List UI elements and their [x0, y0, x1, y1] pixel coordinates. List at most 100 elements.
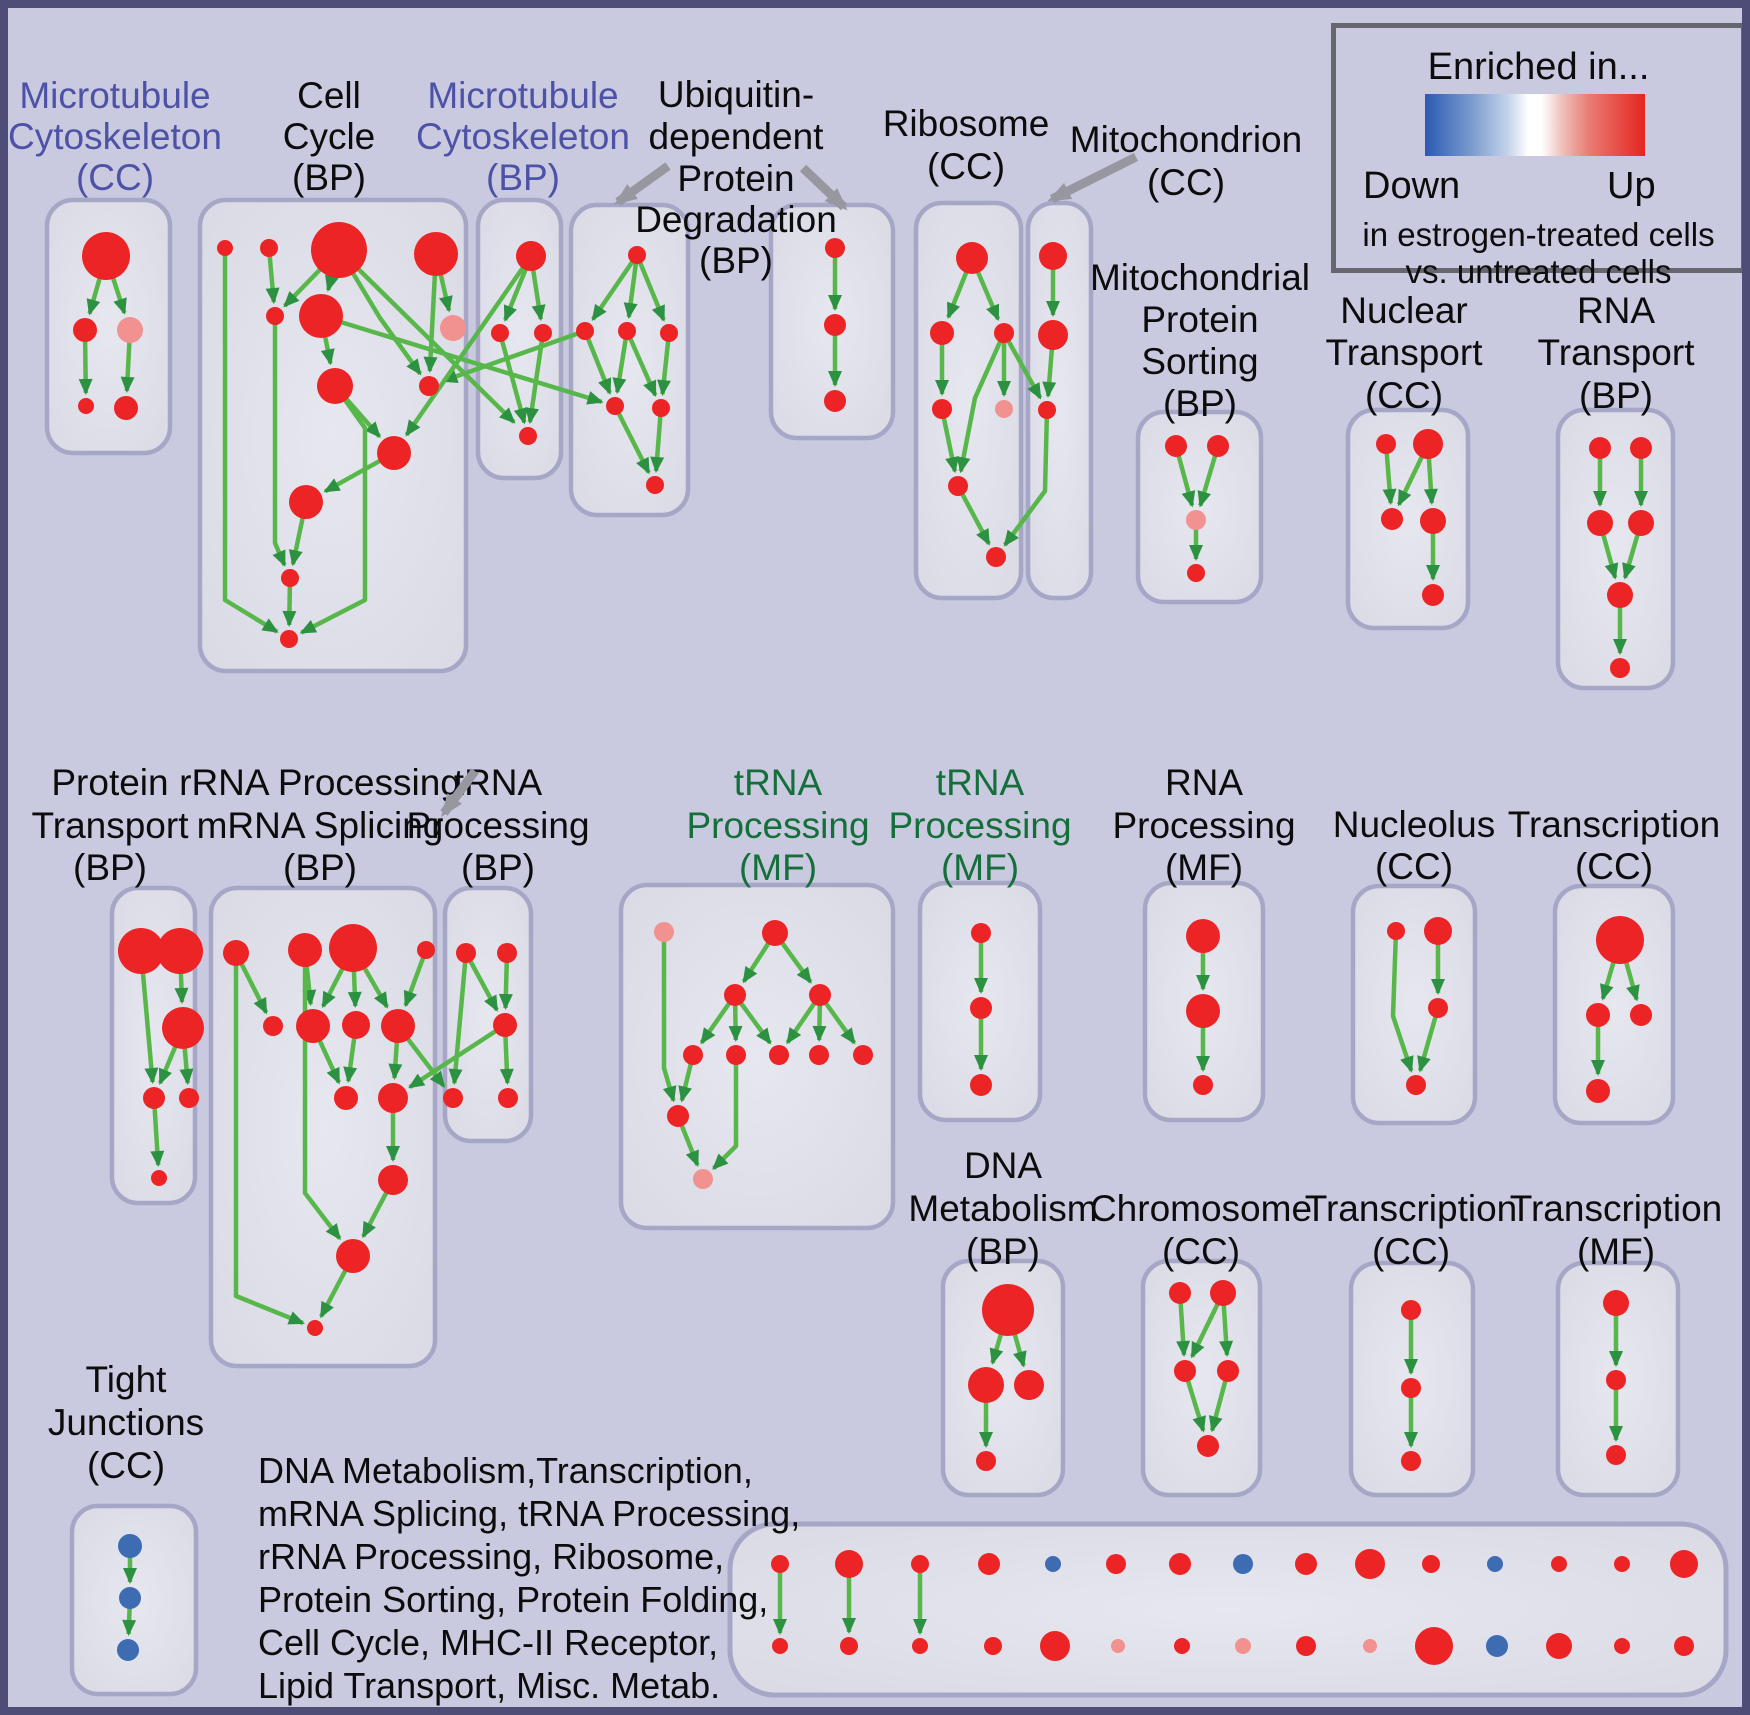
node-red — [932, 399, 952, 419]
node-red — [1424, 917, 1452, 945]
group-nodes-rna-transport-bp — [1587, 437, 1654, 678]
node-red — [1197, 1435, 1219, 1457]
group-nodes-mitochondrial-protein-sorting-bp — [1165, 435, 1229, 582]
node-red — [443, 1088, 463, 1108]
group-label-microtubule-cytoskeleton-bp: Microtubule Cytoskeleton (BP) — [416, 75, 630, 198]
misc-node-top-red — [1106, 1554, 1126, 1574]
misc-node-top-red — [911, 1555, 929, 1573]
node-red — [1186, 919, 1220, 953]
node-red — [1413, 429, 1443, 459]
group-nodes-dna-metabolism-bp — [968, 1284, 1044, 1471]
node-red — [683, 1045, 703, 1065]
node-red — [78, 398, 94, 414]
node-red — [263, 1016, 283, 1036]
node-red — [157, 928, 203, 974]
misc-node-top-red — [1670, 1550, 1698, 1578]
misc-node-top-blue — [1233, 1554, 1253, 1574]
group-nodes-trna-processing-mf-1 — [654, 920, 873, 1189]
node-red — [628, 246, 646, 264]
group-nodes-nucleolus-cc — [1387, 917, 1452, 1095]
node-red — [930, 321, 954, 345]
node-red — [491, 324, 509, 342]
node-red — [646, 476, 664, 494]
group-label-protein-transport-bp: Protein Transport (BP) — [32, 762, 190, 888]
group-label-transcription-mf: Transcription (MF) — [1510, 1188, 1722, 1272]
misc-node-top-red — [1551, 1556, 1567, 1572]
edge-arrow — [150, 1097, 165, 1167]
misc-node-top-red — [1614, 1556, 1630, 1572]
legend: Enriched in... Down Up in estrogen-treat… — [1331, 23, 1742, 290]
node-red — [288, 933, 322, 967]
node-red — [281, 569, 299, 587]
edge-arrow — [712, 1055, 739, 1170]
group-label-chromosome-cc: Chromosome (CC) — [1090, 1188, 1312, 1272]
node-pink — [654, 922, 674, 942]
node-red — [1422, 584, 1444, 606]
node-red — [289, 485, 323, 519]
edge-arrow — [624, 330, 658, 398]
group-nodes-transcription-mf — [1603, 1290, 1629, 1465]
cross-edge-arrow — [1002, 331, 1043, 400]
node-red — [1420, 508, 1446, 534]
edge-arrow — [623, 254, 640, 320]
caption-line: rRNA Processing, Ribosome, — [258, 1536, 725, 1577]
group-nodes-cell-cycle-bp — [217, 222, 466, 648]
edge-arrow — [497, 332, 528, 425]
node-blue — [118, 1534, 142, 1558]
node-red — [1038, 401, 1056, 419]
edge-arrow — [661, 932, 677, 1103]
group-label-trna-processing-mf-2: tRNA Processing (MF) — [888, 762, 1071, 888]
edge-arrow — [233, 953, 305, 1326]
node-red — [769, 1045, 789, 1065]
misc-node-bottom-red — [772, 1638, 788, 1654]
misc-node-bottom-red — [1040, 1631, 1070, 1661]
node-red — [970, 1074, 992, 1096]
edge-arrow — [657, 332, 672, 397]
node-red — [1630, 1004, 1652, 1026]
group-label-rna-transport-bp: RNA Transport (BP) — [1538, 290, 1696, 416]
node-red — [1039, 242, 1067, 270]
misc-node-bottom-red — [984, 1637, 1002, 1655]
node-red — [162, 1007, 204, 1049]
node-red — [971, 923, 991, 943]
group-label-cell-cycle-bp: Cell Cycle (BP) — [283, 75, 376, 198]
misc-node-top-red — [1295, 1553, 1317, 1575]
misc-node-bottom-red — [840, 1637, 858, 1655]
node-red — [1387, 922, 1405, 940]
node-red — [825, 238, 845, 258]
group-nodes-ubiquitin-degradation-bp-2 — [824, 238, 846, 412]
misc-node-top-blue — [1487, 1556, 1503, 1572]
misc-node-top-blue — [1045, 1556, 1061, 1572]
edge-arrow — [464, 951, 499, 1012]
edge-arrow — [265, 247, 280, 305]
group-label-rna-processing-mf: RNA Processing (MF) — [1112, 762, 1295, 888]
node-red — [1376, 434, 1396, 454]
node-red — [986, 547, 1006, 567]
edge-arrow — [612, 404, 651, 475]
node-red — [1630, 437, 1652, 459]
node-red — [179, 1088, 199, 1108]
group-label-ubiquitin-degradation-bp: Ubiquitin-dependent Protein Degradation (BP… — [635, 74, 837, 281]
label-pointer-arrow — [799, 164, 848, 211]
node-red — [1165, 435, 1187, 457]
misc-node-bottom-blue — [1486, 1635, 1508, 1657]
node-red — [378, 1165, 408, 1195]
edge-arrow — [222, 248, 279, 634]
node-red — [1401, 1378, 1421, 1398]
cross-edge-arrow — [408, 1023, 507, 1089]
node-pink — [1186, 510, 1206, 530]
group-label-transcription-cc-bottom: Transcription (CC) — [1305, 1188, 1517, 1272]
node-red — [1174, 1360, 1196, 1382]
node-red — [1210, 1280, 1236, 1306]
misc-node-top-red — [1422, 1555, 1440, 1573]
misc-node-top-red — [835, 1550, 863, 1578]
group-label-trna-processing-mf-1: tRNA Processing (MF) — [686, 762, 869, 888]
node-red — [497, 943, 517, 963]
node-red — [1193, 1075, 1213, 1095]
group-label-transcription-cc-mid: Transcription (CC) — [1508, 804, 1720, 887]
node-red — [419, 376, 439, 396]
misc-node-bottom-red — [1174, 1638, 1190, 1654]
node-red — [809, 1045, 829, 1065]
group-label-tight-junctions-cc: Tight Junctions (CC) — [48, 1359, 204, 1486]
legend-title: Enriched in... — [1427, 46, 1650, 88]
